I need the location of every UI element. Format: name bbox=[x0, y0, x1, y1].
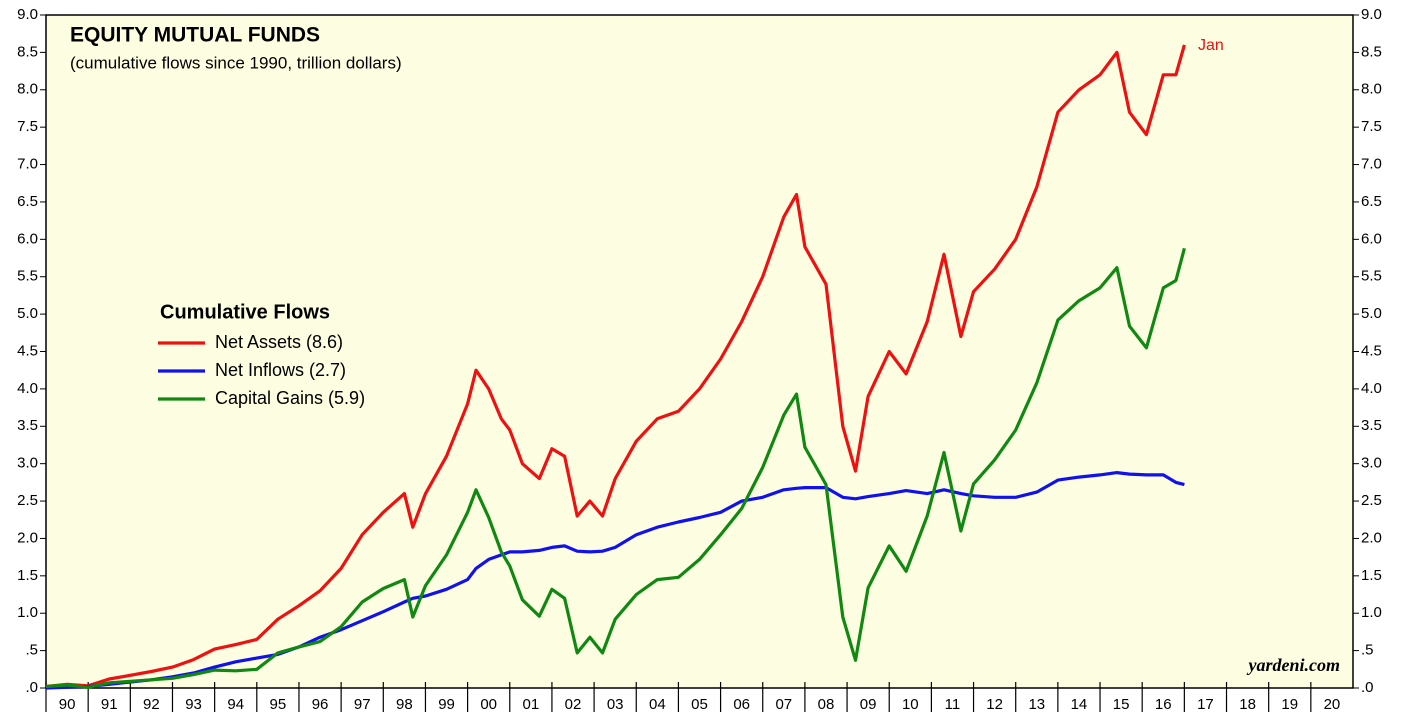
legend-label: Capital Gains (5.9) bbox=[215, 388, 365, 408]
y-tick-label: 9.0 bbox=[17, 6, 38, 23]
legend-title: Cumulative Flows bbox=[160, 301, 330, 323]
x-tick-label: 12 bbox=[986, 696, 1003, 713]
y-tick-label: 7.5 bbox=[17, 118, 38, 135]
x-tick-label: 09 bbox=[860, 696, 877, 713]
chart-subtitle: (cumulative flows since 1990, trillion d… bbox=[70, 53, 402, 72]
y-tick-label: 3.0 bbox=[17, 455, 38, 472]
x-tick-label: 18 bbox=[1239, 696, 1256, 713]
y-tick-label: 6.0 bbox=[17, 230, 38, 247]
y2-tick-label: 6.5 bbox=[1361, 193, 1382, 210]
y-tick-label: 4.0 bbox=[17, 380, 38, 397]
y-tick-label: .0 bbox=[25, 679, 38, 696]
x-tick-label: 06 bbox=[733, 696, 750, 713]
plot-area bbox=[45, 14, 1354, 689]
y-tick-label: 2.0 bbox=[17, 529, 38, 546]
x-tick-label: 99 bbox=[438, 696, 455, 713]
y-tick-label: 2.5 bbox=[17, 492, 38, 509]
y-tick-label: 5.0 bbox=[17, 305, 38, 322]
chart-title: EQUITY MUTUAL FUNDS bbox=[70, 24, 320, 47]
x-tick-label: 01 bbox=[523, 696, 540, 713]
y2-tick-label: 1.0 bbox=[1361, 604, 1382, 621]
x-tick-label: 96 bbox=[312, 696, 329, 713]
x-tick-label: 97 bbox=[354, 696, 371, 713]
x-tick-label: 20 bbox=[1324, 696, 1341, 713]
legend-label: Net Assets (8.6) bbox=[215, 332, 343, 352]
y2-tick-label: .0 bbox=[1361, 679, 1374, 696]
y2-tick-label: 7.5 bbox=[1361, 118, 1382, 135]
y-tick-label: 5.5 bbox=[17, 268, 38, 285]
y2-tick-label: 4.0 bbox=[1361, 380, 1382, 397]
y-tick-label: 1.0 bbox=[17, 604, 38, 621]
y2-tick-label: 5.0 bbox=[1361, 305, 1382, 322]
x-tick-label: 13 bbox=[1028, 696, 1045, 713]
series-line bbox=[45, 247, 1186, 689]
x-tick-label: 04 bbox=[649, 696, 666, 713]
y2-tick-label: 6.0 bbox=[1361, 230, 1382, 247]
x-tick-label: 02 bbox=[565, 696, 582, 713]
y2-tick-label: 7.0 bbox=[1361, 156, 1382, 173]
y-tick-label: 1.5 bbox=[17, 567, 38, 584]
y2-tick-label: 8.0 bbox=[1361, 81, 1382, 98]
y-tick-label: 7.0 bbox=[17, 156, 38, 173]
x-tick-label: 10 bbox=[902, 696, 919, 713]
y2-tick-label: 3.5 bbox=[1361, 417, 1382, 434]
y2-tick-label: 1.5 bbox=[1361, 567, 1382, 584]
x-tick-label: 93 bbox=[185, 696, 202, 713]
y-tick-label: 6.5 bbox=[17, 193, 38, 210]
x-tick-label: 11 bbox=[945, 696, 961, 713]
y-tick-label: 3.5 bbox=[17, 417, 38, 434]
x-tick-label: 19 bbox=[1281, 696, 1298, 713]
x-tick-label: 03 bbox=[607, 696, 624, 713]
x-tick-label: 17 bbox=[1197, 696, 1214, 713]
source: yardeni.com bbox=[1247, 655, 1341, 675]
legend-label: Net Inflows (2.7) bbox=[215, 360, 346, 380]
series-line bbox=[45, 44, 1186, 689]
y2-tick-label: 9.0 bbox=[1361, 6, 1382, 23]
y2-tick-label: 2.0 bbox=[1361, 529, 1382, 546]
y2-tick-label: 4.5 bbox=[1361, 342, 1382, 359]
x-tick-label: 16 bbox=[1155, 696, 1172, 713]
y2-tick-label: 8.5 bbox=[1361, 43, 1382, 60]
x-tick-label: 07 bbox=[775, 696, 792, 713]
x-tick-label: 98 bbox=[396, 696, 413, 713]
y2-tick-label: 2.5 bbox=[1361, 492, 1382, 509]
x-tick-label: 05 bbox=[691, 696, 708, 713]
annotation: Jan bbox=[1198, 37, 1224, 54]
x-tick-label: 92 bbox=[143, 696, 160, 713]
x-tick-label: 00 bbox=[480, 696, 497, 713]
y-tick-label: 8.0 bbox=[17, 81, 38, 98]
x-tick-label: 95 bbox=[270, 696, 287, 713]
y2-tick-label: 3.0 bbox=[1361, 455, 1382, 472]
x-tick-label: 14 bbox=[1071, 696, 1088, 713]
y2-tick-label: .5 bbox=[1361, 642, 1374, 659]
x-tick-label: 08 bbox=[818, 696, 835, 713]
y-tick-label: .5 bbox=[25, 642, 38, 659]
y-tick-label: 4.5 bbox=[17, 342, 38, 359]
x-tick-label: 15 bbox=[1113, 696, 1130, 713]
x-tick-label: 91 bbox=[101, 696, 118, 713]
x-tick-label: 94 bbox=[227, 696, 244, 713]
x-tick-label: 90 bbox=[59, 696, 76, 713]
y-tick-label: 8.5 bbox=[17, 43, 38, 60]
y2-tick-label: 5.5 bbox=[1361, 268, 1382, 285]
